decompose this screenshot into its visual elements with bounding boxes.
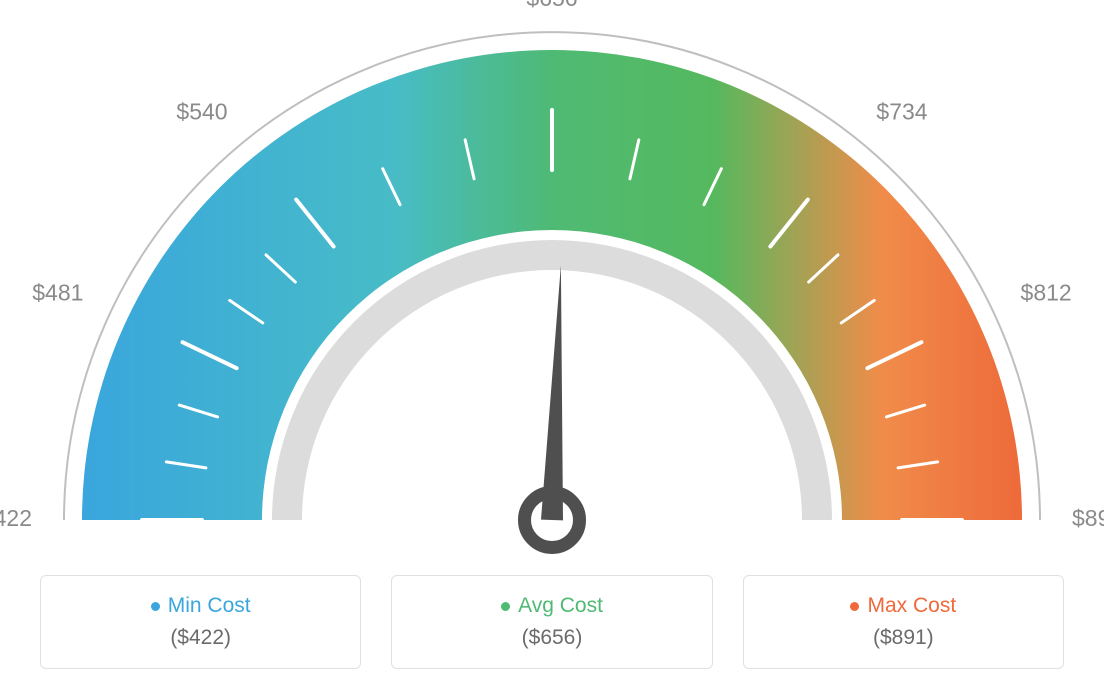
legend-label-max: Max Cost [867, 594, 956, 618]
svg-text:$481: $481 [32, 280, 83, 306]
svg-text:$891: $891 [1072, 505, 1104, 531]
svg-text:$422: $422 [0, 505, 32, 531]
legend-label-avg: Avg Cost [518, 594, 603, 618]
legend-max-cost: Max Cost ($891) [743, 575, 1064, 669]
legend-value-max: ($891) [754, 626, 1053, 650]
svg-text:$540: $540 [176, 99, 227, 125]
legend-value-min: ($422) [51, 626, 350, 650]
svg-text:$734: $734 [876, 99, 927, 125]
cost-gauge-widget: $422 $481 $540 $656 $734 $812 $891 Min Cost ($… [0, 0, 1104, 690]
legend-value-avg: ($656) [402, 626, 701, 650]
legend-row: Min Cost ($422) Avg Cost ($656) Max Cost… [0, 575, 1104, 669]
legend-label-min: Min Cost [168, 594, 251, 618]
gauge-chart: $422 $481 $540 $656 $734 $812 $891 [0, 0, 1104, 570]
legend-min-cost: Min Cost ($422) [40, 575, 361, 669]
svg-text:$656: $656 [526, 0, 577, 11]
svg-text:$812: $812 [1021, 280, 1072, 306]
legend-dot-avg [501, 602, 510, 611]
legend-dot-max [850, 602, 859, 611]
legend-avg-cost: Avg Cost ($656) [391, 575, 712, 669]
legend-dot-min [151, 602, 160, 611]
